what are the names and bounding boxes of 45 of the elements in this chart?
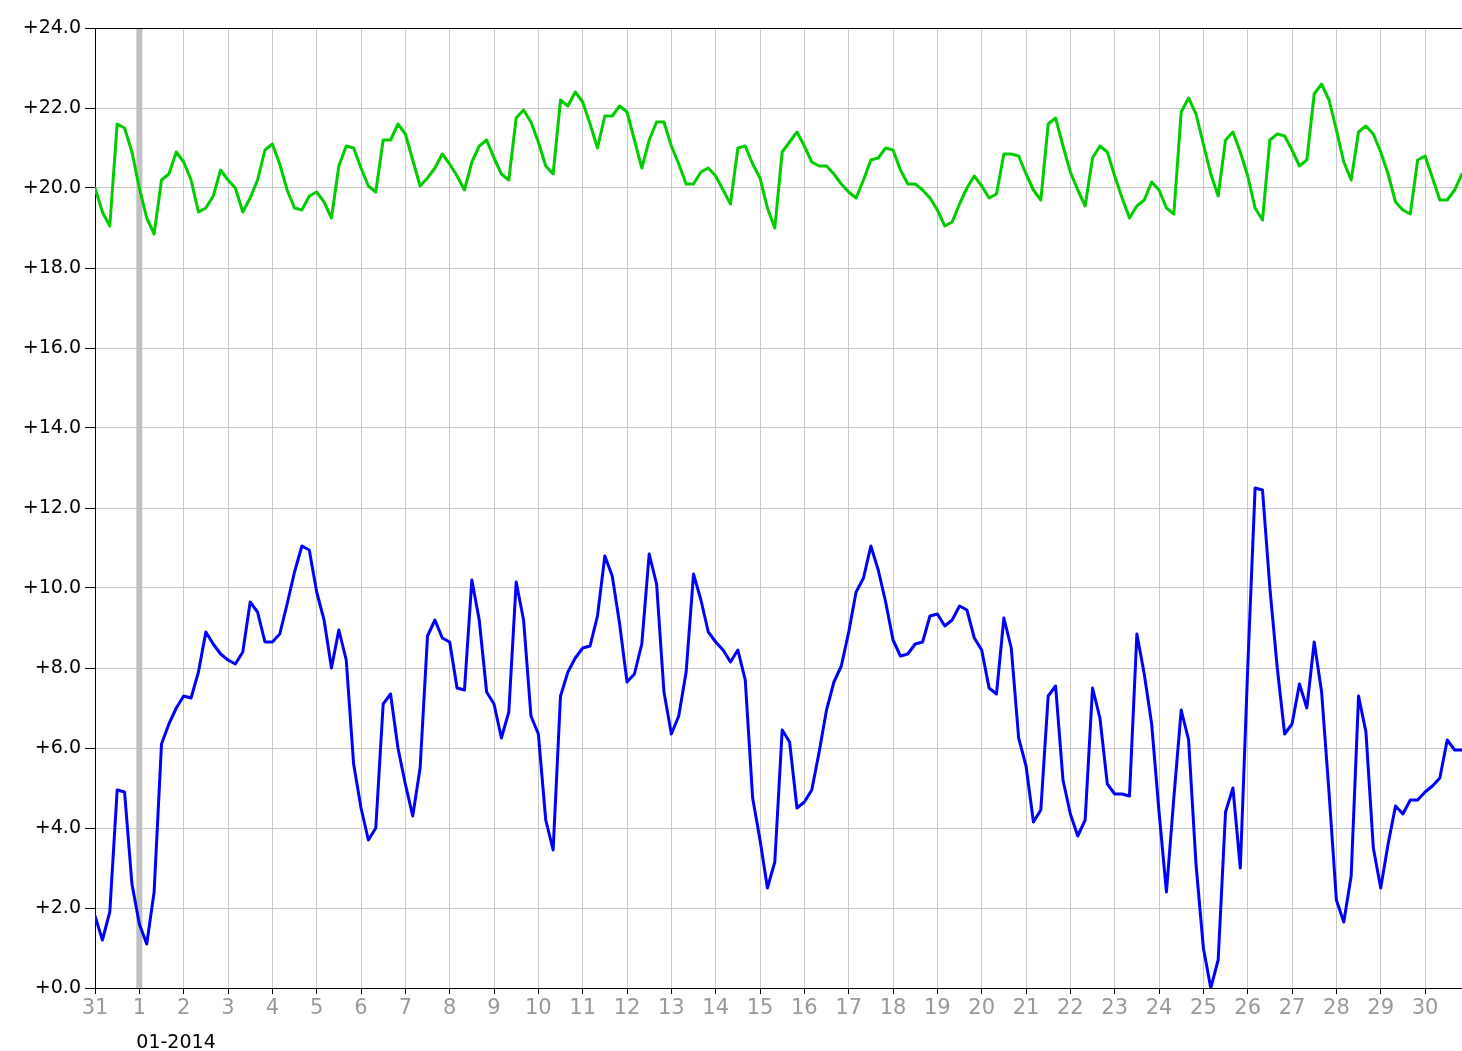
y-tick-label: +10.0 (22, 574, 81, 597)
x-tick-label: 12 (613, 995, 641, 1020)
x-tick-label: 29 (1367, 995, 1395, 1020)
x-tick-label: 13 (657, 995, 685, 1020)
y-tick-label: +24.0 (22, 14, 81, 37)
x-tick-label: 7 (398, 995, 413, 1020)
y-tick-label: +12.0 (22, 494, 81, 517)
x-tick-label: 31 (81, 995, 109, 1020)
x-tick-label: 24 (1145, 995, 1173, 1020)
x-tick-label: 5 (309, 995, 324, 1020)
x-tick-label: 28 (1323, 995, 1350, 1020)
y-tick-label: +16.0 (22, 334, 81, 357)
x-tick-label: 11 (569, 995, 597, 1020)
x-tick-label: 17 (835, 995, 863, 1020)
x-tick-label: 3 (221, 995, 235, 1020)
text: 01-2014 (136, 1030, 216, 1051)
y-tick-label: +18.0 (22, 254, 81, 277)
y-tick-label: +4.0 (34, 814, 81, 837)
y-tick-label: +20.0 (22, 174, 81, 197)
x-tick-label: 2 (176, 995, 191, 1020)
x-tick-label: 20 (968, 995, 996, 1020)
y-tick-label: +0.0 (34, 974, 81, 997)
x-tick-label: 15 (746, 995, 774, 1020)
x-tick-label: 26 (1234, 995, 1262, 1020)
x-tick-label: 8 (442, 995, 457, 1020)
x-tick-label: 21 (1012, 995, 1040, 1020)
x-tick-label: 30 (1411, 995, 1439, 1020)
y-tick-label: +8.0 (34, 654, 81, 677)
x-tick-label: 14 (702, 995, 730, 1020)
y-tick-label: +2.0 (34, 894, 81, 917)
x-tick-label: 6 (354, 995, 368, 1020)
x-tick-label: 10 (524, 995, 552, 1020)
x-tick-label: 1 (132, 995, 147, 1020)
x-tick-label: 22 (1057, 995, 1084, 1020)
x-tick-label: 9 (487, 995, 501, 1020)
x-tick-label: 4 (265, 995, 280, 1020)
x-tick-label: 25 (1190, 995, 1217, 1020)
x-tick-label: 23 (1101, 995, 1129, 1020)
x-tick-label: 16 (790, 995, 818, 1020)
x-tick-label: 18 (879, 995, 907, 1020)
x-tick-label: 19 (924, 995, 951, 1020)
x-tick-label: 27 (1278, 995, 1306, 1020)
y-tick-label: +22.0 (22, 94, 81, 117)
y-tick-label: +6.0 (34, 734, 81, 757)
y-tick-label: +14.0 (22, 414, 81, 437)
